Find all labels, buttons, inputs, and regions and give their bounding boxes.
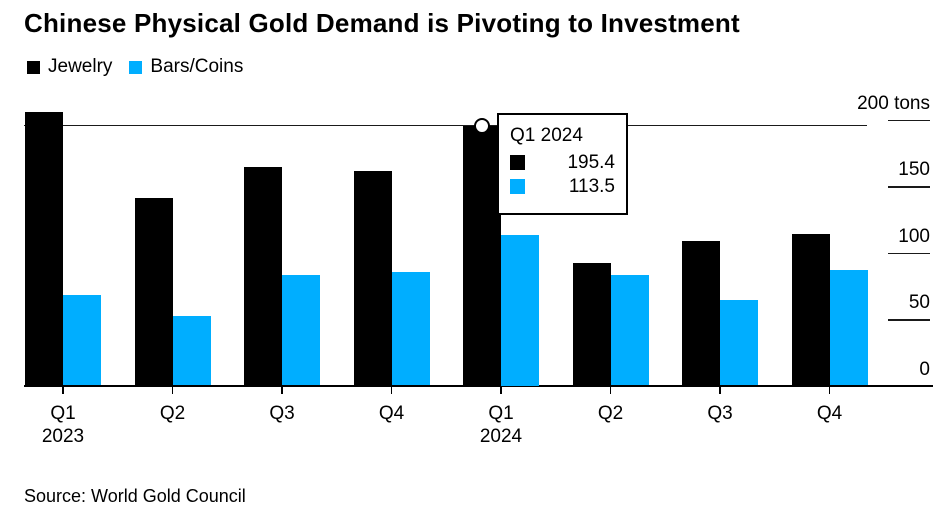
highlight-marker-icon: [474, 117, 490, 134]
y-tick-label-100: 100: [898, 225, 930, 247]
bar-bars-coins-q4[interactable]: [391, 272, 430, 386]
chart-title: Chinese Physical Gold Demand is Pivoting…: [24, 8, 740, 38]
y-tick-100: [888, 252, 930, 255]
x-label-q1-2024: Q1: [488, 403, 514, 424]
tooltip-title: Q1 2024: [510, 125, 583, 146]
tooltip: Q1 2024 195.4 113.5: [497, 113, 628, 215]
bar-jewelry-q2[interactable]: [134, 198, 173, 386]
bar-jewelry-q4[interactable]: [353, 171, 392, 386]
y-tick-150: [888, 186, 930, 188]
y-tick-label-150: 150: [898, 159, 930, 180]
tooltip-bars-coins-swatch-icon: [510, 179, 525, 194]
x-label-year-2023: 2023: [41, 426, 85, 447]
bar-jewelry-q1-2024[interactable]: [463, 125, 501, 386]
tooltip-jewelry-value: 195.4: [567, 151, 615, 173]
legend-item-bars-coins: Bars/Coins: [129, 56, 243, 78]
y-tick-50: [888, 319, 930, 321]
y-tick-label-200: 200 tons: [857, 92, 930, 114]
hover-reference-line: [24, 124, 867, 127]
jewelry-swatch-icon: [27, 60, 40, 74]
x-label-q2: Q2: [597, 403, 624, 424]
x-tick-q3: [281, 386, 283, 394]
source-note: Source: World Gold Council: [24, 486, 246, 506]
x-label-q1-2023: Q1: [50, 403, 76, 424]
bar-bars-coins-q1-2024[interactable]: [501, 234, 539, 386]
bar-bars-coins-q3[interactable]: [282, 275, 320, 386]
bar-jewelry-q3[interactable]: [244, 167, 282, 386]
bar-jewelry-q2[interactable]: [572, 263, 611, 386]
legend-item-jewelry: Jewelry: [27, 56, 112, 78]
y-tick-200: [888, 119, 930, 122]
bar-jewelry-q4[interactable]: [791, 233, 830, 386]
tooltip-bars-coins-value: 113.5: [568, 175, 615, 197]
legend-label-jewelry: Jewelry: [48, 56, 113, 77]
legend-label-bars-coins: Bars/Coins: [150, 56, 244, 77]
y-tick-label-0: 0: [919, 358, 930, 380]
bar-jewelry-q3[interactable]: [682, 240, 720, 386]
x-label-q4: Q4: [816, 403, 843, 424]
tooltip-row-jewelry: 195.4: [510, 152, 615, 173]
bar-bars-coins-q2[interactable]: [610, 275, 649, 386]
legend: Jewelry Bars/Coins: [27, 56, 243, 78]
x-tick-q3: [719, 386, 721, 394]
bar-bars-coins-q2[interactable]: [172, 316, 211, 386]
x-label-q3: Q3: [707, 403, 733, 424]
x-label-q4: Q4: [378, 403, 405, 424]
x-tick-q1-2024: [500, 386, 502, 394]
bar-bars-coins-q3[interactable]: [720, 300, 758, 386]
tooltip-jewelry-swatch-icon: [510, 155, 525, 170]
y-tick-label-50: 50: [908, 292, 930, 313]
bar-bars-coins-q1-2023[interactable]: [63, 295, 101, 386]
x-tick-q2: [171, 386, 174, 394]
bar-jewelry-q1-2023[interactable]: [25, 112, 63, 386]
bars-coins-swatch-icon: [129, 60, 143, 74]
x-tick-q1-2023: [62, 386, 64, 394]
x-tick-q4: [390, 386, 393, 394]
x-label-year-2024: 2024: [479, 426, 523, 447]
bar-bars-coins-q4[interactable]: [829, 269, 868, 386]
x-tick-q4: [828, 386, 831, 394]
x-label-q2: Q2: [159, 403, 186, 424]
x-axis-baseline: [24, 384, 933, 387]
x-label-q3: Q3: [269, 403, 295, 424]
tooltip-row-bars-coins: 113.5: [510, 176, 615, 197]
x-tick-q2: [609, 386, 612, 394]
